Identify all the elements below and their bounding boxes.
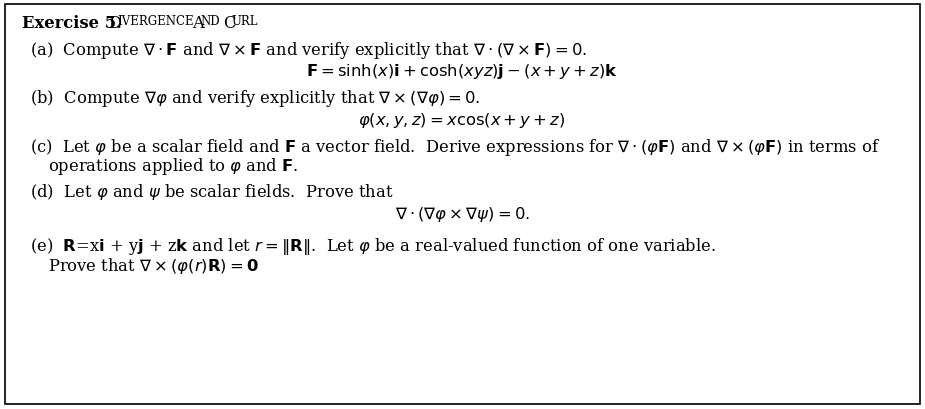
Text: (b)  Compute $\nabla\varphi$ and verify explicitly that $\nabla \times (\nabla\v: (b) Compute $\nabla\varphi$ and verify e… <box>30 88 481 109</box>
Text: operations applied to $\varphi$ and $\mathbf{F}$.: operations applied to $\varphi$ and $\ma… <box>48 155 299 177</box>
Text: (a)  Compute $\nabla \cdot \mathbf{F}$ and $\nabla \times \mathbf{F}$ and verify: (a) Compute $\nabla \cdot \mathbf{F}$ an… <box>30 40 587 61</box>
FancyBboxPatch shape <box>5 5 920 404</box>
Text: Exercise 5.: Exercise 5. <box>22 15 122 32</box>
Text: $\varphi(x, y, z) = x\cos(x + y + z)$: $\varphi(x, y, z) = x\cos(x + y + z)$ <box>358 111 565 130</box>
Text: ND: ND <box>200 15 219 28</box>
Text: $\mathbf{F} = \sinh(x)\mathbf{i} + \cosh(xyz)\mathbf{j} - (x + y + z)\mathbf{k}$: $\mathbf{F} = \sinh(x)\mathbf{i} + \cosh… <box>306 62 618 81</box>
Text: Prove that $\nabla \times (\varphi(r)\mathbf{R}) = \mathbf{0}$: Prove that $\nabla \times (\varphi(r)\ma… <box>48 255 259 275</box>
Text: D: D <box>108 15 121 32</box>
Text: URL: URL <box>231 15 257 28</box>
Text: C: C <box>223 15 236 32</box>
Text: (e)  $\mathbf{R}$=x$\mathbf{i}$ + y$\mathbf{j}$ + z$\mathbf{k}$ and let $r = \|\: (e) $\mathbf{R}$=x$\mathbf{i}$ + y$\math… <box>30 236 716 256</box>
Text: (d)  Let $\varphi$ and $\psi$ be scalar fields.  Prove that: (d) Let $\varphi$ and $\psi$ be scalar f… <box>30 182 394 202</box>
Text: (c)  Let $\varphi$ be a scalar field and $\mathbf{F}$ a vector field.  Derive ex: (c) Let $\varphi$ be a scalar field and … <box>30 137 881 157</box>
Text: $\nabla \cdot (\nabla\varphi \times \nabla\psi) = 0.$: $\nabla \cdot (\nabla\varphi \times \nab… <box>395 204 529 223</box>
Text: A: A <box>192 15 204 32</box>
Text: IVERGENCE: IVERGENCE <box>117 15 193 28</box>
